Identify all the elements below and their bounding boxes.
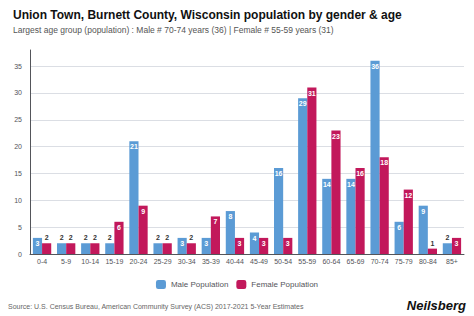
svg-text:75-79: 75-79: [395, 258, 413, 265]
svg-text:Female Population: Female Population: [251, 280, 318, 289]
svg-text:Largest age group (population): Largest age group (population) : Male # …: [13, 25, 334, 35]
svg-text:Neilsberg: Neilsberg: [407, 298, 466, 313]
svg-text:2: 2: [45, 234, 49, 241]
svg-text:80-84: 80-84: [419, 258, 437, 265]
svg-text:29: 29: [299, 100, 307, 107]
svg-text:2: 2: [108, 234, 112, 241]
svg-text:5: 5: [18, 224, 22, 231]
svg-text:7: 7: [213, 218, 217, 225]
svg-text:18: 18: [380, 159, 388, 166]
svg-text:36: 36: [371, 63, 379, 70]
svg-text:4: 4: [253, 235, 257, 242]
svg-text:50-54: 50-54: [274, 258, 292, 265]
svg-text:9: 9: [141, 208, 145, 215]
svg-text:2: 2: [69, 234, 73, 241]
svg-text:2: 2: [60, 234, 64, 241]
svg-text:10: 10: [14, 197, 22, 204]
svg-text:25: 25: [14, 116, 22, 123]
svg-text:0-4: 0-4: [37, 258, 47, 265]
svg-text:2: 2: [84, 234, 88, 241]
svg-text:3: 3: [238, 240, 242, 247]
svg-text:65-69: 65-69: [347, 258, 365, 265]
svg-text:31: 31: [308, 90, 316, 97]
svg-text:16: 16: [275, 170, 283, 177]
svg-text:21: 21: [130, 143, 138, 150]
svg-text:6: 6: [117, 224, 121, 231]
svg-text:8: 8: [228, 213, 232, 220]
svg-text:14: 14: [323, 181, 331, 188]
svg-text:40-44: 40-44: [226, 258, 244, 265]
svg-text:3: 3: [286, 240, 290, 247]
svg-text:55-59: 55-59: [298, 258, 316, 265]
svg-text:10-14: 10-14: [81, 258, 99, 265]
svg-text:3: 3: [455, 240, 459, 247]
svg-text:2: 2: [165, 234, 169, 241]
svg-text:2: 2: [93, 234, 97, 241]
svg-text:16: 16: [356, 170, 364, 177]
svg-text:60-64: 60-64: [322, 258, 340, 265]
svg-text:Source: U.S. Census Bureau, Am: Source: U.S. Census Bureau, American Com…: [8, 303, 304, 311]
svg-text:12: 12: [404, 192, 412, 199]
svg-text:1: 1: [430, 240, 434, 247]
svg-text:2: 2: [189, 234, 193, 241]
svg-text:70-74: 70-74: [371, 258, 389, 265]
svg-text:30-34: 30-34: [178, 258, 196, 265]
svg-text:45-49: 45-49: [250, 258, 268, 265]
svg-text:Union Town, Burnett County, Wi: Union Town, Burnett County, Wisconsin po…: [13, 8, 402, 22]
svg-text:3: 3: [180, 240, 184, 247]
svg-text:9: 9: [421, 208, 425, 215]
svg-text:35-39: 35-39: [202, 258, 220, 265]
svg-text:30: 30: [14, 89, 22, 96]
svg-text:15-19: 15-19: [105, 258, 123, 265]
svg-text:5-9: 5-9: [61, 258, 71, 265]
svg-text:14: 14: [347, 181, 355, 188]
svg-text:15: 15: [14, 170, 22, 177]
svg-text:Male Population: Male Population: [171, 280, 228, 289]
svg-text:25-29: 25-29: [154, 258, 172, 265]
svg-text:2: 2: [445, 234, 449, 241]
svg-text:2: 2: [156, 234, 160, 241]
svg-text:85+: 85+: [446, 258, 458, 265]
svg-text:23: 23: [332, 133, 340, 140]
svg-text:3: 3: [262, 240, 266, 247]
svg-text:0: 0: [18, 251, 22, 258]
svg-text:35: 35: [14, 63, 22, 70]
svg-text:3: 3: [36, 240, 40, 247]
svg-text:20: 20: [14, 143, 22, 150]
svg-text:3: 3: [204, 240, 208, 247]
svg-text:20-24: 20-24: [130, 258, 148, 265]
svg-text:6: 6: [397, 224, 401, 231]
